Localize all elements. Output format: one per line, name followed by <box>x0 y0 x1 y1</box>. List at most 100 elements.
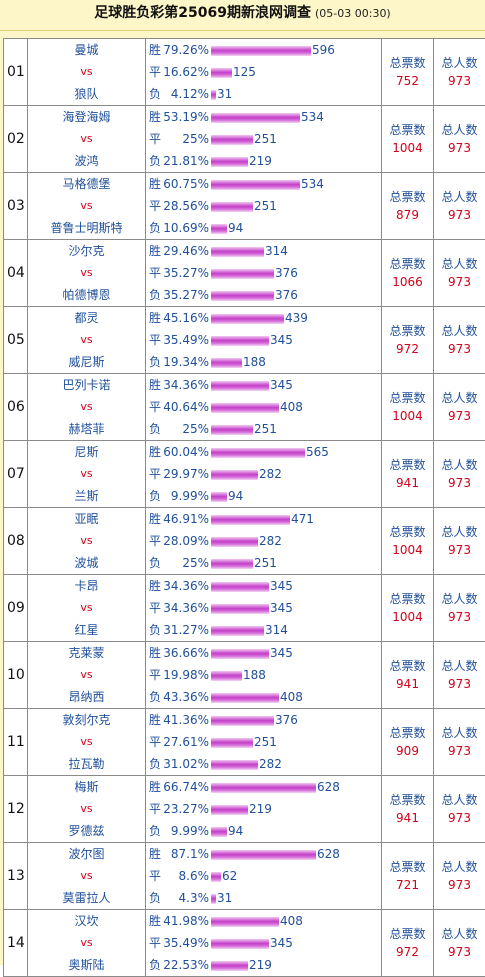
home-team: 卡昂 <box>28 575 145 597</box>
draw-count: 376 <box>275 262 298 284</box>
total-votes-value: 1004 <box>382 541 433 559</box>
draw-percent: 35.27% <box>159 262 209 284</box>
draw-count: 251 <box>254 128 277 150</box>
draw-label: 平 <box>149 932 159 954</box>
total-people-label: 总人数 <box>434 523 485 541</box>
match-number: 04 <box>4 240 28 307</box>
draw-bar <box>211 470 258 480</box>
win-count: 345 <box>270 642 293 664</box>
total-people-label: 总人数 <box>434 858 485 876</box>
total-people-cell: 总人数 973 <box>434 776 485 843</box>
page-title: 足球胜负彩第25069期新浪网调查(05-03 00:30) <box>0 0 485 31</box>
total-people-cell: 总人数 973 <box>434 240 485 307</box>
loss-bar <box>211 961 248 971</box>
loss-percent: 25% <box>159 418 209 440</box>
loss-percent: 4.12% <box>159 83 209 105</box>
draw-percent: 27.61% <box>159 731 209 753</box>
loss-bar <box>211 157 248 167</box>
win-label: 胜 <box>149 39 159 61</box>
total-votes-cell: 总票数 1066 <box>382 240 434 307</box>
draw-bar <box>211 202 253 212</box>
draw-count: 282 <box>259 530 282 552</box>
away-team: 狼队 <box>28 83 145 105</box>
total-votes-label: 总票数 <box>382 322 433 340</box>
total-people-value: 973 <box>434 876 485 894</box>
away-team: 兰斯 <box>28 485 145 507</box>
loss-percent: 4.3% <box>159 887 209 909</box>
win-count: 628 <box>317 776 340 798</box>
match-number: 09 <box>4 575 28 642</box>
win-percent: 29.46% <box>159 240 209 262</box>
total-votes-value: 941 <box>382 809 433 827</box>
draw-bar <box>211 68 232 78</box>
vs-label: vs <box>28 664 145 686</box>
away-team: 昂纳西 <box>28 686 145 708</box>
loss-bar <box>211 358 242 368</box>
total-votes-label: 总票数 <box>382 590 433 608</box>
total-votes-cell: 总票数 721 <box>382 843 434 910</box>
loss-label: 负 <box>149 284 159 306</box>
total-votes-cell: 总票数 941 <box>382 441 434 508</box>
total-votes-value: 752 <box>382 72 433 90</box>
total-people-label: 总人数 <box>434 54 485 72</box>
loss-label: 负 <box>149 552 159 574</box>
draw-count: 125 <box>233 61 256 83</box>
loss-percent: 19.34% <box>159 351 209 373</box>
total-people-cell: 总人数 973 <box>434 575 485 642</box>
draw-percent: 16.62% <box>159 61 209 83</box>
teams-cell: 海登海姆 vs 波鸿 <box>28 106 146 173</box>
home-team: 海登海姆 <box>28 106 145 128</box>
draw-count: 282 <box>259 463 282 485</box>
win-percent: 79.26% <box>159 39 209 61</box>
teams-cell: 曼城 vs 狼队 <box>28 39 146 106</box>
match-number: 08 <box>4 508 28 575</box>
total-votes-value: 972 <box>382 340 433 358</box>
loss-label: 负 <box>149 83 159 105</box>
loss-count: 314 <box>265 619 288 641</box>
teams-cell: 敦刻尔克 vs 拉瓦勒 <box>28 709 146 776</box>
total-votes-cell: 总票数 1004 <box>382 374 434 441</box>
draw-count: 345 <box>270 329 293 351</box>
home-team: 巴列卡诺 <box>28 374 145 396</box>
win-count: 534 <box>301 106 324 128</box>
draw-bar <box>211 135 253 145</box>
draw-bar <box>211 939 269 949</box>
draw-bar <box>211 336 269 346</box>
win-percent: 45.16% <box>159 307 209 329</box>
total-people-value: 973 <box>434 206 485 224</box>
draw-percent: 23.27% <box>159 798 209 820</box>
draw-percent: 8.6% <box>159 865 209 887</box>
total-people-label: 总人数 <box>434 724 485 742</box>
match-number: 12 <box>4 776 28 843</box>
total-votes-cell: 总票数 941 <box>382 776 434 843</box>
total-people-cell: 总人数 973 <box>434 173 485 240</box>
loss-percent: 9.99% <box>159 485 209 507</box>
total-votes-cell: 总票数 972 <box>382 307 434 374</box>
total-votes-label: 总票数 <box>382 858 433 876</box>
draw-label: 平 <box>149 865 159 887</box>
total-votes-label: 总票数 <box>382 54 433 72</box>
loss-bar <box>211 291 274 301</box>
draw-label: 平 <box>149 262 159 284</box>
win-label: 胜 <box>149 642 159 664</box>
loss-count: 31 <box>217 887 232 909</box>
match-number: 05 <box>4 307 28 374</box>
